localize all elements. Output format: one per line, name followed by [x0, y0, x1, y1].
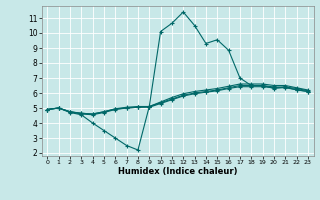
X-axis label: Humidex (Indice chaleur): Humidex (Indice chaleur) — [118, 167, 237, 176]
